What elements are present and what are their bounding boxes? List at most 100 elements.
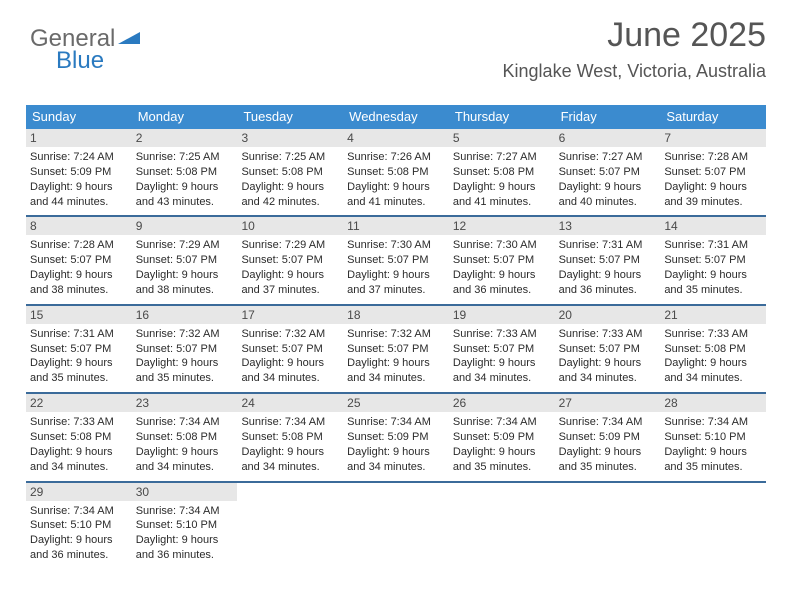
- day-number: 9: [132, 215, 238, 235]
- day-body: Sunrise: 7:34 AMSunset: 5:08 PMDaylight:…: [241, 415, 339, 474]
- day-number: 15: [26, 304, 132, 324]
- week-row: 8Sunrise: 7:28 AMSunset: 5:07 PMDaylight…: [26, 215, 766, 303]
- day-body: Sunrise: 7:34 AMSunset: 5:08 PMDaylight:…: [136, 415, 234, 474]
- sunrise-line: Sunrise: 7:34 AM: [559, 415, 657, 430]
- day-number: 29: [26, 481, 132, 501]
- day-number: 16: [132, 304, 238, 324]
- sunset-line: Sunset: 5:09 PM: [347, 430, 445, 445]
- day-number: 10: [237, 215, 343, 235]
- day-cell: 9 Sunrise: 7:29 AMSunset: 5:07 PMDaylight…: [132, 215, 238, 303]
- day-number: 30: [132, 481, 238, 501]
- week-row: 29Sunrise: 7:34 AMSunset: 5:10 PMDayligh…: [26, 481, 766, 569]
- daylight-line: Daylight: 9 hours and 34 minutes.: [347, 356, 445, 386]
- week-row: 22 Sunrise: 7:33 AMSunset: 5:08 PMDayligh…: [26, 392, 766, 480]
- sunrise-line: Sunrise: 7:25 AM: [241, 150, 339, 165]
- sunrise-line: Sunrise: 7:34 AM: [453, 415, 551, 430]
- sunset-line: Sunset: 5:08 PM: [241, 430, 339, 445]
- sunset-line: Sunset: 5:08 PM: [664, 342, 762, 357]
- header-right: June 2025 Kinglake West, Victoria, Austr…: [503, 16, 766, 82]
- brand-logo: General Blue: [30, 25, 140, 75]
- day-cell: 24Sunrise: 7:34 AMSunset: 5:08 PMDayligh…: [237, 392, 343, 480]
- sunrise-line: Sunrise: 7:30 AM: [453, 238, 551, 253]
- daylight-line: Daylight: 9 hours and 34 minutes.: [453, 356, 551, 386]
- daylight-line: Daylight: 9 hours and 35 minutes.: [559, 445, 657, 475]
- day-number: 1: [26, 129, 132, 147]
- day-of-week-cell: Saturday: [660, 105, 766, 129]
- day-number: 5: [449, 129, 555, 147]
- day-body: Sunrise: 7:33 AMSunset: 5:08 PMDaylight:…: [30, 415, 128, 474]
- sunset-line: Sunset: 5:07 PM: [559, 342, 657, 357]
- day-cell: 22 Sunrise: 7:33 AMSunset: 5:08 PMDayligh…: [26, 392, 132, 480]
- day-number: 11: [343, 215, 449, 235]
- day-body: Sunrise: 7:29 AMSunset: 5:07 PMDaylight:…: [136, 238, 234, 297]
- day-body: Sunrise: 7:30 AMSunset: 5:07 PMDaylight:…: [453, 238, 551, 297]
- sunrise-line: Sunrise: 7:32 AM: [136, 327, 234, 342]
- day-cell: 17Sunrise: 7:32 AMSunset: 5:07 PMDayligh…: [237, 304, 343, 392]
- sunrise-line: Sunrise: 7:34 AM: [136, 504, 234, 519]
- day-number: 28: [660, 392, 766, 412]
- sunset-line: Sunset: 5:09 PM: [30, 165, 128, 180]
- day-cell: 14Sunrise: 7:31 AMSunset: 5:07 PMDayligh…: [660, 215, 766, 303]
- day-body: Sunrise: 7:34 AMSunset: 5:10 PMDaylight:…: [664, 415, 762, 474]
- day-cell: 23Sunrise: 7:34 AMSunset: 5:08 PMDayligh…: [132, 392, 238, 480]
- day-cell: 6Sunrise: 7:27 AMSunset: 5:07 PMDaylight…: [555, 129, 661, 215]
- sunrise-line: Sunrise: 7:31 AM: [664, 238, 762, 253]
- day-number: 4: [343, 129, 449, 147]
- sunrise-line: Sunrise: 7:26 AM: [347, 150, 445, 165]
- day-number: 14: [660, 215, 766, 235]
- day-of-week-cell: Sunday: [26, 105, 132, 129]
- daylight-line: Daylight: 9 hours and 34 minutes.: [347, 445, 445, 475]
- sunset-line: Sunset: 5:07 PM: [453, 253, 551, 268]
- day-number: 3: [237, 129, 343, 147]
- day-cell: [237, 481, 343, 569]
- sunrise-line: Sunrise: 7:34 AM: [136, 415, 234, 430]
- day-cell: 12Sunrise: 7:30 AMSunset: 5:07 PMDayligh…: [449, 215, 555, 303]
- sunset-line: Sunset: 5:07 PM: [559, 253, 657, 268]
- daylight-line: Daylight: 9 hours and 36 minutes.: [559, 268, 657, 298]
- sunset-line: Sunset: 5:10 PM: [664, 430, 762, 445]
- day-body: Sunrise: 7:33 AMSunset: 5:07 PMDaylight:…: [559, 327, 657, 386]
- sunset-line: Sunset: 5:09 PM: [559, 430, 657, 445]
- day-cell: 4Sunrise: 7:26 AMSunset: 5:08 PMDaylight…: [343, 129, 449, 215]
- sunset-line: Sunset: 5:07 PM: [559, 165, 657, 180]
- day-body: Sunrise: 7:29 AMSunset: 5:07 PMDaylight:…: [241, 238, 339, 297]
- sunset-line: Sunset: 5:07 PM: [664, 253, 762, 268]
- sunset-line: Sunset: 5:07 PM: [241, 342, 339, 357]
- day-number: 7: [660, 129, 766, 147]
- sunset-line: Sunset: 5:08 PM: [30, 430, 128, 445]
- sunrise-line: Sunrise: 7:24 AM: [30, 150, 128, 165]
- day-cell: 2Sunrise: 7:25 AMSunset: 5:08 PMDaylight…: [132, 129, 238, 215]
- sunset-line: Sunset: 5:07 PM: [30, 253, 128, 268]
- day-number: 22: [26, 392, 132, 412]
- day-number: 8: [26, 215, 132, 235]
- daylight-line: Daylight: 9 hours and 44 minutes.: [30, 180, 128, 210]
- sunrise-line: Sunrise: 7:33 AM: [559, 327, 657, 342]
- day-cell: 27Sunrise: 7:34 AMSunset: 5:09 PMDayligh…: [555, 392, 661, 480]
- daylight-line: Daylight: 9 hours and 41 minutes.: [453, 180, 551, 210]
- daylight-line: Daylight: 9 hours and 36 minutes.: [136, 533, 234, 563]
- day-cell: 25Sunrise: 7:34 AMSunset: 5:09 PMDayligh…: [343, 392, 449, 480]
- day-of-week-cell: Thursday: [449, 105, 555, 129]
- day-body: Sunrise: 7:33 AMSunset: 5:08 PMDaylight:…: [664, 327, 762, 386]
- day-number: 18: [343, 304, 449, 324]
- day-cell: 20 Sunrise: 7:33 AMSunset: 5:07 PMDayligh…: [555, 304, 661, 392]
- day-cell: 30Sunrise: 7:34 AMSunset: 5:10 PMDayligh…: [132, 481, 238, 569]
- sunrise-line: Sunrise: 7:28 AM: [664, 150, 762, 165]
- sunrise-line: Sunrise: 7:33 AM: [664, 327, 762, 342]
- day-body: Sunrise: 7:25 AMSunset: 5:08 PMDaylight:…: [136, 150, 234, 209]
- day-number: 20: [555, 304, 661, 324]
- day-body: Sunrise: 7:25 AMSunset: 5:08 PMDaylight:…: [241, 150, 339, 209]
- day-body: Sunrise: 7:34 AMSunset: 5:09 PMDaylight:…: [559, 415, 657, 474]
- daylight-line: Daylight: 9 hours and 34 minutes.: [30, 445, 128, 475]
- sunrise-line: Sunrise: 7:34 AM: [30, 504, 128, 519]
- month-title: June 2025: [503, 16, 766, 55]
- day-body: Sunrise: 7:33 AMSunset: 5:07 PMDaylight:…: [453, 327, 551, 386]
- day-body: Sunrise: 7:34 AMSunset: 5:09 PMDaylight:…: [453, 415, 551, 474]
- day-body: Sunrise: 7:28 AMSunset: 5:07 PMDaylight:…: [664, 150, 762, 209]
- sunset-line: Sunset: 5:07 PM: [136, 253, 234, 268]
- sunrise-line: Sunrise: 7:25 AM: [136, 150, 234, 165]
- sunset-line: Sunset: 5:07 PM: [241, 253, 339, 268]
- sunrise-line: Sunrise: 7:30 AM: [347, 238, 445, 253]
- day-cell: 16Sunrise: 7:32 AMSunset: 5:07 PMDayligh…: [132, 304, 238, 392]
- day-cell: 29Sunrise: 7:34 AMSunset: 5:10 PMDayligh…: [26, 481, 132, 569]
